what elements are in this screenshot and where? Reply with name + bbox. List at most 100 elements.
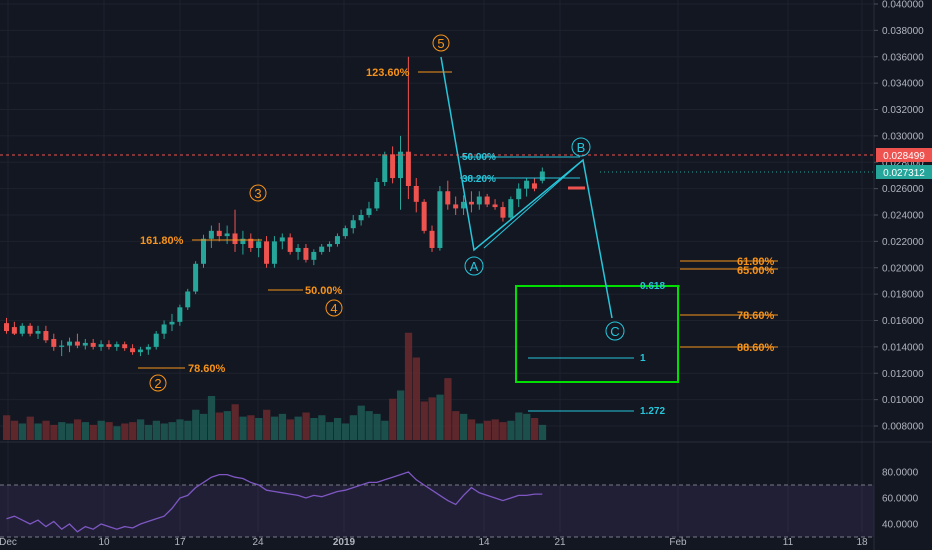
target-zone-box [515, 285, 679, 383]
price-tick-label: 0.012000 [882, 369, 924, 380]
volume-bar [176, 419, 184, 440]
candle-body [531, 183, 537, 189]
price-tick-label: 0.008000 [882, 422, 924, 433]
candle-body [232, 233, 238, 245]
fib-label-50-00-cyan: 50.00% [462, 152, 496, 163]
candle-body [342, 228, 348, 237]
candle-body [114, 344, 120, 347]
rsi-tick-label: 60.0000 [882, 494, 919, 505]
candle-body [122, 344, 128, 349]
candle-body [429, 230, 435, 248]
svg-text:B: B [577, 140, 586, 155]
candle-body [248, 238, 254, 248]
volume-bar [136, 419, 145, 440]
wave-label-a: A [464, 256, 484, 276]
fib-label-88-60: 88.60% [737, 342, 775, 354]
date-tick-label: 24 [252, 537, 264, 548]
volume-bar [444, 378, 452, 440]
svg-text:2: 2 [154, 376, 161, 391]
fib-label-65-00: 65.00% [737, 265, 775, 277]
candle-body [145, 346, 151, 350]
volume-bars [3, 332, 547, 440]
volume-bar [467, 419, 476, 440]
volume-bar [215, 412, 224, 440]
candle-body [74, 341, 80, 346]
a-to-b-trendline [483, 159, 584, 249]
candle-body [106, 344, 112, 347]
candle-body [19, 325, 25, 334]
price-tick-label: 0.018000 [882, 290, 924, 301]
candle-body [445, 191, 451, 205]
fib-label-1: 1 [640, 353, 646, 364]
time-axis: Dec 10 17 24 2019 14 21 Feb 11 18 [0, 537, 868, 548]
price-tick-label: 0.024000 [882, 211, 924, 222]
candle-body [4, 323, 9, 332]
price-tick-label: 0.040000 [882, 0, 924, 11]
price-candles [4, 56, 585, 357]
volume-bar [129, 422, 137, 440]
candle-body [390, 154, 396, 179]
candle-body [130, 348, 136, 353]
volume-bar [113, 426, 121, 440]
volume-bar [538, 424, 547, 440]
volume-bar [34, 423, 42, 440]
candle-body [374, 182, 380, 209]
svg-text:4: 4 [330, 301, 337, 316]
volume-bar [452, 411, 460, 440]
date-tick-label: 2019 [333, 537, 356, 548]
volume-bar [3, 415, 11, 440]
candle-body [453, 204, 459, 209]
volume-bar [97, 420, 105, 440]
fib-label-1-272: 1.272 [640, 406, 665, 417]
fib-label-123-60: 123.60% [366, 67, 410, 79]
candle-body [405, 151, 411, 186]
candle-body [421, 201, 427, 231]
volume-bar [10, 420, 19, 440]
fib-label-78-60-left: 78.60% [188, 363, 226, 375]
svg-text:5: 5 [437, 36, 444, 51]
candle-body [153, 333, 159, 347]
volume-bar [420, 401, 428, 440]
fib-label-0-618: 0.618 [640, 281, 665, 292]
volume-bar [231, 404, 239, 440]
volume-bar [81, 422, 90, 440]
volume-bar [412, 357, 421, 440]
candle-body [43, 331, 49, 341]
volume-bar [255, 418, 263, 440]
candle-body [468, 201, 474, 205]
date-tick-label: Dec [0, 537, 17, 548]
volume-bar [310, 418, 318, 440]
volume-bar [333, 418, 342, 440]
volume-bar [365, 411, 373, 440]
candle-body [82, 342, 88, 346]
candle-body [256, 241, 262, 248]
volume-bar [207, 396, 216, 440]
candle-body [271, 241, 277, 264]
price-tick-label: 0.016000 [882, 316, 924, 327]
volume-bar [460, 413, 468, 440]
volume-bar [515, 412, 523, 440]
volume-bar [105, 422, 113, 440]
fib-label-61-80: 61.80% [737, 256, 775, 268]
date-tick-label: 14 [478, 537, 490, 548]
candle-body [382, 154, 388, 183]
candle-body [539, 171, 545, 181]
volume-bar [483, 420, 491, 440]
svg-text:C: C [610, 324, 619, 339]
fib-label-161-80: 161.80% [140, 235, 184, 247]
candle-body [437, 191, 443, 248]
svg-text:0.028499: 0.028499 [883, 151, 925, 162]
volume-bar [50, 424, 58, 440]
candle-body [169, 321, 175, 325]
candle-body [327, 244, 333, 247]
candle-body [208, 230, 214, 239]
candle-body [461, 201, 467, 209]
volume-bar [397, 390, 405, 440]
candle-body [224, 233, 230, 237]
wave-label-b: B [571, 137, 591, 157]
candle-body [35, 331, 41, 334]
volume-bar [278, 413, 287, 440]
volume-bar [152, 420, 160, 440]
volume-bar [491, 419, 499, 440]
